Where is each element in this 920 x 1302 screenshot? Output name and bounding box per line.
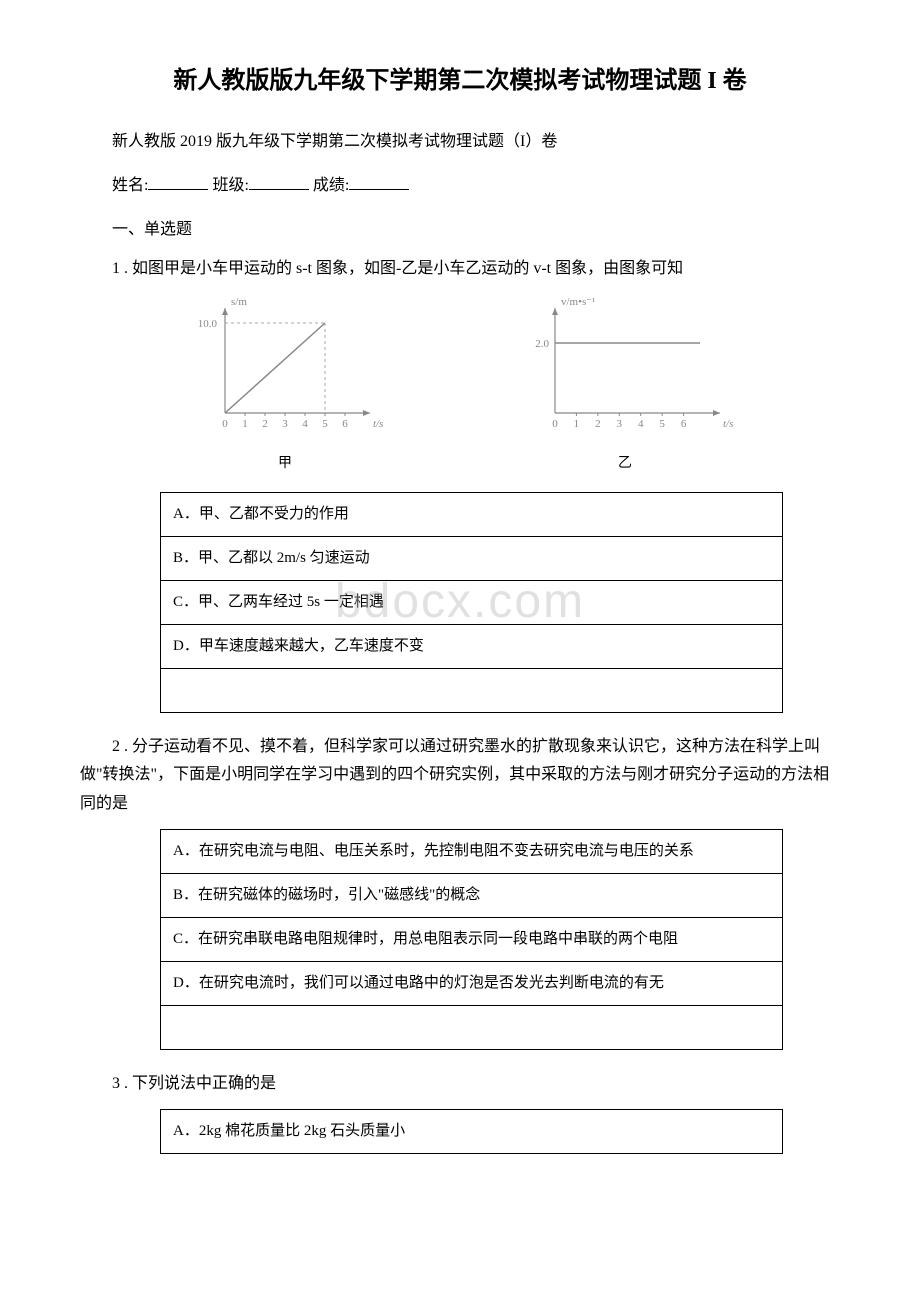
svg-text:2.0: 2.0 [535,338,549,350]
svg-text:t/s: t/s [373,418,383,430]
q1-options-table: A．甲、乙都不受力的作用 B．甲、乙都以 2m/s 匀速运动 C．甲、乙两车经过… [160,492,783,713]
q1-option-b: B．甲、乙都以 2m/s 匀速运动 [161,536,783,580]
question-1-text: 1 . 如图甲是小车甲运动的 s-t 图象，如图-乙是小车乙运动的 v-t 图象… [80,255,840,284]
q2-options-table: A．在研究电流与电阻、电压关系时，先控制电阻不变去研究电流与电压的关系 B．在研… [160,829,783,1050]
class-blank[interactable] [249,174,309,190]
svg-text:6: 6 [681,418,687,430]
svg-text:0: 0 [222,418,228,430]
svg-text:3: 3 [282,418,288,430]
svg-text:4: 4 [638,418,644,430]
q1-options-wrapper: A．甲、乙都不受力的作用 B．甲、乙都以 2m/s 匀速运动 C．甲、乙两车经过… [80,492,840,713]
chart-2-caption: 乙 [618,451,632,476]
svg-text:4: 4 [302,418,308,430]
class-label: 班级: [212,177,248,194]
svg-text:1: 1 [242,418,248,430]
score-blank[interactable] [349,174,409,190]
svg-text:6: 6 [342,418,348,430]
chart-1-svg: 0 1 2 3 4 5 6 10.0 s/m t/s [185,293,385,443]
svg-text:0: 0 [552,418,558,430]
q1-option-c: C．甲、乙两车经过 5s 一定相遇 [161,580,783,624]
chart-1-block: 0 1 2 3 4 5 6 10.0 s/m t/s 甲 [185,293,385,476]
q2-option-b: B．在研究磁体的磁场时，引入"磁感线"的概念 [161,873,783,917]
chart-2-block: 0 1 2 3 4 5 6 2.0 v/m•s⁻¹ t/s 乙 [515,293,735,476]
q2-option-c: C．在研究串联电路电阻规律时，用总电阻表示同一段电路中串联的两个电阻 [161,917,783,961]
name-label: 姓名: [112,177,148,194]
page-title: 新人教版版九年级下学期第二次模拟考试物理试题 I 卷 [80,60,840,103]
charts-row: 0 1 2 3 4 5 6 10.0 s/m t/s 甲 0 1 2 3 4 5 6 2.0 v/m•s⁻¹ t/s… [80,293,840,476]
q1-option-a: A．甲、乙都不受力的作用 [161,492,783,536]
name-blank[interactable] [148,174,208,190]
svg-text:t/s: t/s [723,418,733,430]
svg-text:2: 2 [595,418,601,430]
svg-text:2: 2 [262,418,268,430]
q2-option-a: A．在研究电流与电阻、电压关系时，先控制电阻不变去研究电流与电压的关系 [161,829,783,873]
student-info-line: 姓名: 班级: 成绩: [80,172,840,201]
q3-options-table: A．2kg 棉花质量比 2kg 石头质量小 [160,1109,783,1154]
q1-empty-row [161,668,783,712]
svg-text:5: 5 [322,418,328,430]
svg-text:1: 1 [574,418,580,430]
q2-empty-row [161,1005,783,1049]
svg-text:5: 5 [659,418,665,430]
question-2-text: 2 . 分子运动看不见、摸不着，但科学家可以通过研究墨水的扩散现象来认识它，这种… [80,733,840,819]
q2-option-d: D．在研究电流时，我们可以通过电路中的灯泡是否发光去判断电流的有无 [161,961,783,1005]
chart-2-svg: 0 1 2 3 4 5 6 2.0 v/m•s⁻¹ t/s [515,293,735,443]
question-3-text: 3 . 下列说法中正确的是 [80,1070,840,1099]
svg-text:s/m: s/m [231,296,247,308]
svg-text:v/m•s⁻¹: v/m•s⁻¹ [561,296,595,308]
q3-option-a: A．2kg 棉花质量比 2kg 石头质量小 [161,1109,783,1153]
subtitle-text: 新人教版 2019 版九年级下学期第二次模拟考试物理试题（I）卷 [80,128,840,157]
q1-option-d: D．甲车速度越来越大，乙车速度不变 [161,624,783,668]
score-label: 成绩: [313,177,349,194]
section-header: 一、单选题 [80,216,840,245]
svg-text:3: 3 [617,418,623,430]
chart-1-caption: 甲 [278,451,292,476]
svg-text:10.0: 10.0 [198,318,218,330]
